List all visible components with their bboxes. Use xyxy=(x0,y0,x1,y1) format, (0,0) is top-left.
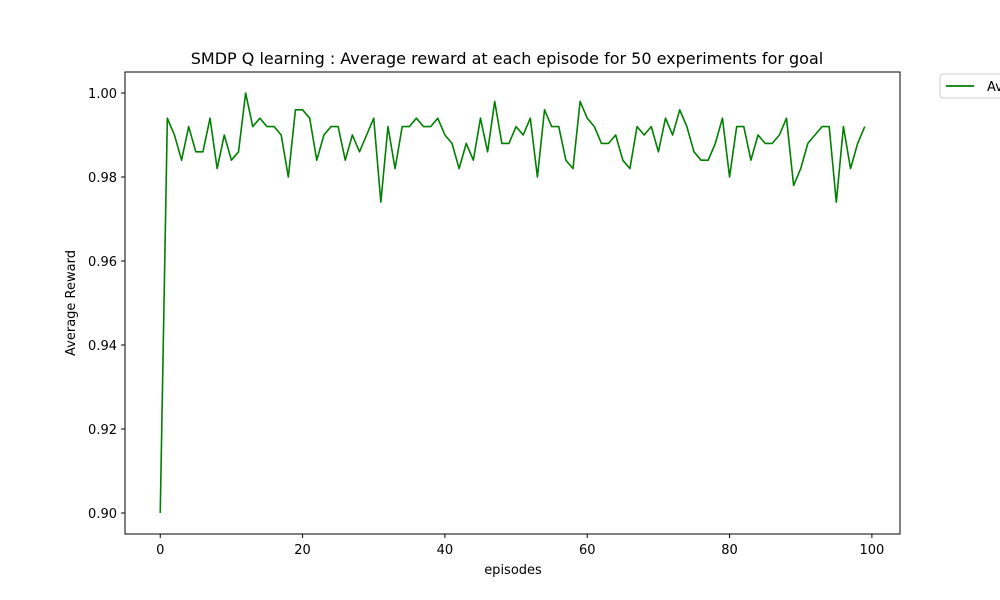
x-tick-label: 20 xyxy=(294,543,311,558)
x-axis-label: episodes xyxy=(484,563,542,578)
plot-frame xyxy=(124,71,901,535)
x-tick-label: 40 xyxy=(437,543,454,558)
chart-title: SMDP Q learning : Average reward at each… xyxy=(191,49,823,68)
y-tick-label: 1.00 xyxy=(88,87,117,102)
y-tick-label: 0.94 xyxy=(88,339,117,354)
x-axis: 0 20 40 60 80 100 xyxy=(156,534,884,558)
x-tick-label: 100 xyxy=(859,543,884,558)
y-axis-label: Average Reward xyxy=(64,250,79,356)
y-tick-label: 0.98 xyxy=(88,171,117,186)
x-tick-label: 80 xyxy=(721,543,738,558)
legend-label: Av xyxy=(987,80,1000,95)
y-tick-label: 0.96 xyxy=(88,255,117,270)
series-layer xyxy=(159,92,866,514)
x-tick-label: 0 xyxy=(156,543,164,558)
y-axis: 0.90 0.92 0.94 0.96 0.98 1.00 xyxy=(88,87,125,522)
x-tick-label: 60 xyxy=(579,543,596,558)
legend: Av xyxy=(939,73,1000,99)
series-line xyxy=(159,92,866,514)
plot-area xyxy=(124,71,901,535)
y-tick-label: 0.92 xyxy=(88,423,117,438)
y-tick-label: 0.90 xyxy=(88,507,117,522)
